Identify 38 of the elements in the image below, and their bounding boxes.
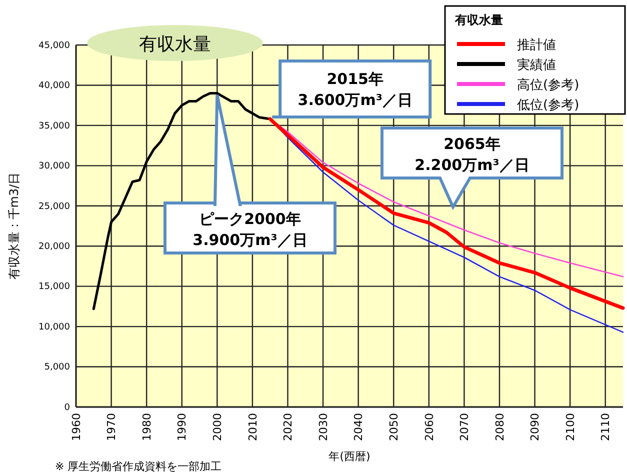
legend-label: 高位(参考) [517,77,580,93]
legend-label: 実績値 [517,57,556,73]
annotation: ピーク2000年 3.900万m³／日 [192,210,308,249]
x-tick-label: 1990 [176,413,189,441]
y-tick-label: 40,000 [38,81,70,92]
y-tick-label: 30,000 [38,162,70,172]
x-tick-label: 2010 [246,413,260,441]
y-axis-title: 有収水量：千m3/日 [7,172,21,280]
y-tick-label: 10,000 [38,322,70,332]
annotation: 有収水量 [139,34,211,55]
x-tick-label: 2000 [211,413,224,441]
x-tick-label: 2060 [422,413,436,441]
legend-label: 推計値 [517,38,556,53]
y-tick-label: 25,000 [38,202,70,212]
y-tick-label: 45,000 [38,40,70,51]
legend-title: 有収水量 [454,13,503,27]
x-tick-label: 2090 [528,413,542,441]
y-tick-label: 5,000 [44,362,70,373]
x-tick-label: 2020 [282,413,295,441]
x-axis-title: 年(西暦) [328,450,370,463]
x-tick-label: 1960 [70,413,83,441]
y-tick-label: 20,000 [38,242,70,252]
x-tick-label: 2050 [387,413,400,441]
y-tick-label: 0 [64,402,70,413]
x-tick-label: 2080 [493,413,506,441]
x-tick-label: 2100 [564,413,577,441]
x-tick-label: 1980 [140,413,154,441]
x-tick-label: 1970 [105,413,118,441]
annotation: 2065年 2.200万m³／日 [414,135,530,174]
annotation: 2015年 3.600万m³／日 [298,70,412,110]
y-tick-label: 15,000 [38,282,70,292]
text: ※ 厚生労働省作成資料を一部加工 [55,460,222,472]
x-tick-label: 2030 [316,413,330,441]
legend-label: 低位(参考) [517,98,580,113]
y-tick-label: 35,000 [38,121,70,132]
x-tick-label: 2110 [599,413,612,441]
x-tick-label: 2070 [458,413,472,441]
x-tick-label: 2040 [352,413,366,441]
